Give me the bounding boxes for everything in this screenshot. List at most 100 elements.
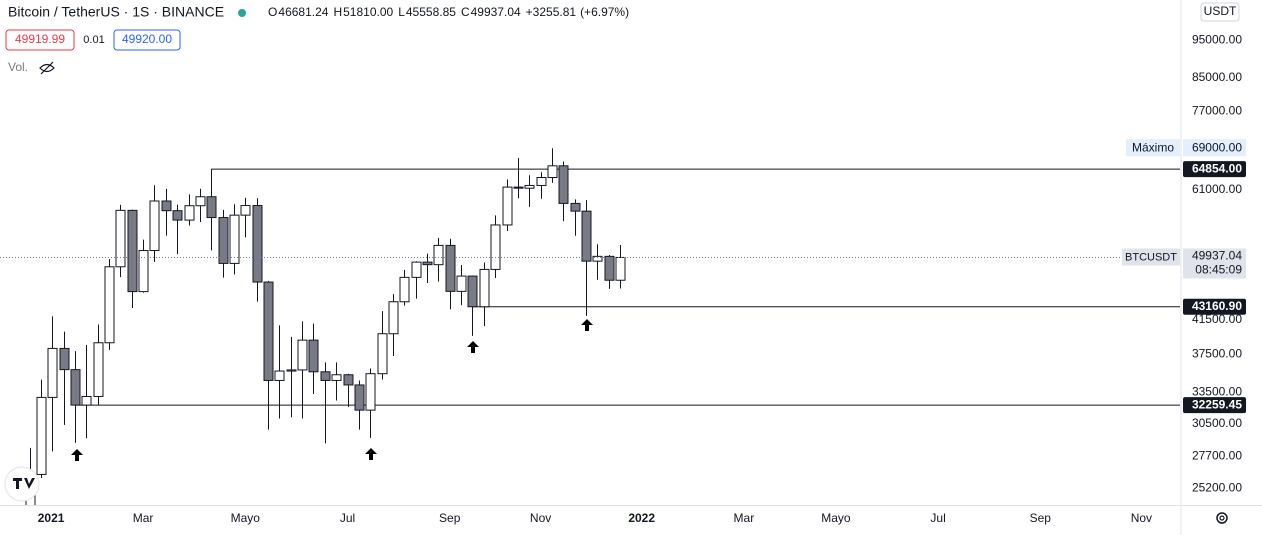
status-dot: [238, 9, 247, 17]
ohlc-prefix: C: [461, 5, 470, 19]
arrows: [71, 319, 593, 461]
bid-value[interactable]: 49919.99: [15, 32, 65, 46]
y-tick-label: 77000.00: [1192, 103, 1242, 117]
gear-hub[interactable]: [1219, 515, 1225, 521]
y-tick-label: 37500.00: [1192, 346, 1242, 360]
current-price-label: 49937.04: [1192, 249, 1242, 263]
chart-title: Bitcoin / TetherUS · 1S · BINANCE: [8, 4, 224, 20]
candle-body: [229, 214, 240, 264]
candle-body: [445, 244, 456, 292]
candle-body: [411, 261, 422, 278]
candle-body: [70, 369, 81, 406]
x-tick-label: Jul: [340, 511, 355, 525]
x-tick-label: Mar: [734, 511, 755, 525]
candle-body: [93, 342, 104, 397]
countdown-label: 08:45:09: [1195, 263, 1242, 277]
ask-box[interactable]: [113, 29, 181, 51]
candle-body: [547, 165, 558, 179]
x-tick-label: 2021: [38, 511, 65, 525]
candle-body: [343, 374, 354, 386]
y-tick-label: 61000.00: [1192, 182, 1242, 196]
ohlc-value: 49937.04: [471, 5, 521, 19]
candle-body: [184, 205, 195, 221]
candle-body: [59, 347, 70, 371]
candle-body: [263, 281, 274, 381]
candle-body: [47, 347, 58, 398]
candle-body: [297, 339, 308, 371]
plot-area: [0, 148, 1180, 505]
x-tick-label: Jul: [930, 511, 945, 525]
candle-body: [524, 184, 535, 189]
candle-body: [149, 200, 160, 252]
y-tick-label: 33500.00: [1192, 385, 1242, 399]
change-pct: (+6.97%): [580, 5, 629, 19]
candle-body: [331, 374, 342, 381]
candle-body: [581, 210, 592, 262]
x-tick-label: Mar: [133, 511, 154, 525]
max-value: 69000.00: [1192, 140, 1242, 154]
candle-body: [604, 255, 615, 281]
y-tick-label: 85000.00: [1192, 70, 1242, 84]
currency-label[interactable]: USDT: [1204, 4, 1237, 18]
ohlc-value: 51810.00: [343, 5, 393, 19]
candle-body: [354, 384, 365, 411]
candle-body: [127, 209, 138, 293]
candle-body: [615, 256, 626, 281]
candle-body: [490, 224, 501, 270]
candle-body: [81, 395, 92, 406]
x-tick-label: Mayo: [821, 511, 851, 525]
candle-body: [456, 275, 467, 292]
candle-body: [422, 261, 433, 266]
ohlc-prefix: H: [333, 5, 342, 19]
logo: [4, 466, 40, 502]
x-tick-label: Sep: [439, 511, 461, 525]
price-line-label: 32259.45: [1192, 397, 1242, 411]
candle-body: [433, 244, 444, 266]
eye-icon[interactable]: [39, 61, 55, 75]
candle-body: [138, 250, 149, 293]
candle-body: [104, 266, 115, 344]
candle-body: [570, 202, 581, 212]
candle-body: [377, 333, 388, 375]
candle-body: [286, 369, 297, 372]
price-line-label-box: [1183, 161, 1246, 178]
x-tick-label: Sep: [1030, 511, 1052, 525]
y-tick-label: 27700.00: [1192, 449, 1242, 463]
candle-body: [479, 268, 490, 308]
candle-body: [399, 276, 410, 303]
volume-label: Vol.: [8, 60, 28, 74]
candle-body: [172, 210, 183, 221]
settings-icon[interactable]: [1216, 512, 1228, 524]
candle-body: [558, 165, 569, 204]
max-value-box: [1183, 139, 1246, 157]
ohlc-prefix: L: [398, 5, 405, 19]
gear[interactable]: [1216, 512, 1228, 524]
candle-body: [592, 255, 603, 262]
candle-body: [536, 177, 547, 186]
candle-body: [388, 301, 399, 335]
arrow: [71, 449, 83, 461]
arrow: [581, 319, 593, 331]
candle-body: [240, 205, 251, 216]
symbol-label: BTCUSDT: [1125, 251, 1177, 263]
price-line-label-box: [1183, 397, 1246, 414]
max-label: Máximo: [1132, 140, 1174, 154]
price-line-label: 64854.00: [1192, 161, 1242, 175]
currency-button[interactable]: [1200, 2, 1240, 22]
x-tick-label: Mayo: [231, 511, 261, 525]
candle-body: [36, 396, 47, 475]
ohlc-prefix: O: [268, 5, 277, 19]
x-tick-label: 2022: [628, 511, 655, 525]
bid-box[interactable]: [5, 29, 75, 51]
ask-value[interactable]: 49920.00: [122, 32, 172, 46]
price-line-label: 43160.90: [1192, 299, 1242, 313]
eye-slash[interactable]: [40, 61, 54, 75]
symbol-label-box: [1122, 248, 1180, 266]
y-tick-label: 41500.00: [1192, 312, 1242, 326]
candle-body: [218, 217, 229, 264]
spread-value: 0.01: [83, 34, 104, 46]
arrow: [365, 448, 377, 460]
y-tick-label: 25200.00: [1192, 481, 1242, 495]
